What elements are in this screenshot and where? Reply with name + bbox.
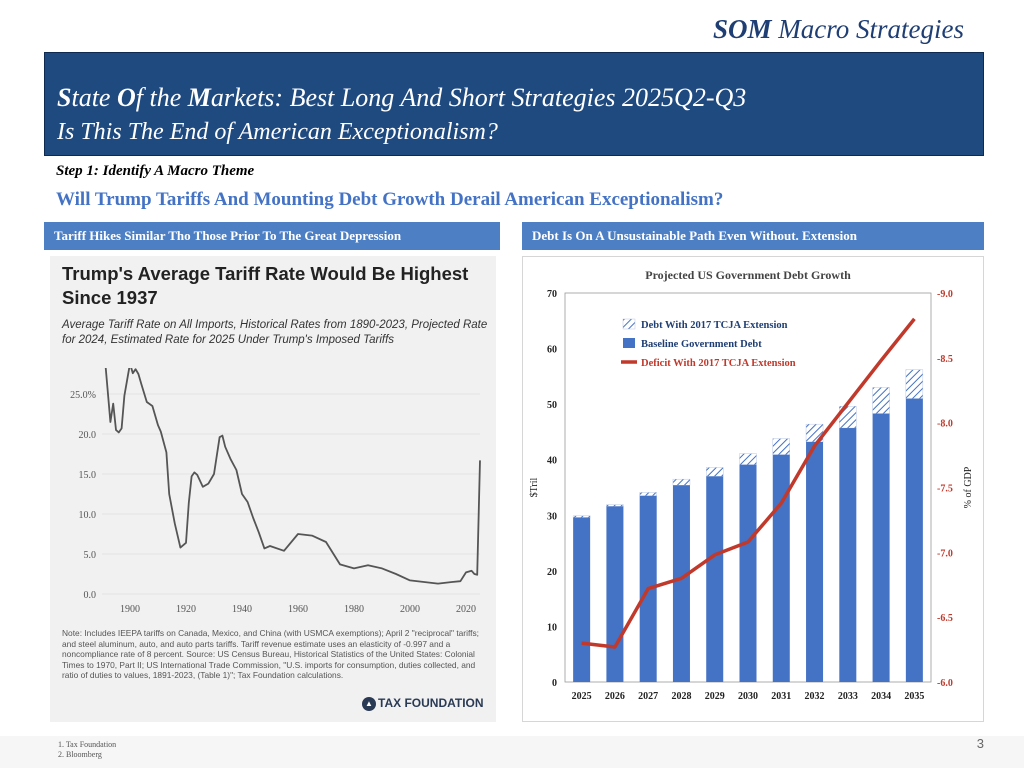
tax-foundation-logo: ▲ TAX FOUNDATION [362, 696, 484, 711]
legend-baseline-swatch [623, 338, 635, 348]
right-caption: Debt Is On A Unsustainable Path Even Wit… [522, 222, 984, 250]
tariff-y-tick: 15.0 [79, 470, 97, 481]
footnotes: 1. Tax Foundation 2. Bloomberg [58, 740, 116, 760]
tariff-x-tick: 1940 [232, 604, 252, 615]
debt-x-tick: 2028 [671, 691, 691, 702]
tariff-chart-note: Note: Includes IEEPA tariffs on Canada, … [62, 628, 479, 680]
debt-tcja-bar [672, 478, 691, 486]
debt-y-tick: 10 [547, 622, 557, 633]
tax-foundation-icon: ▲ [362, 696, 376, 711]
tariff-rate-line [104, 368, 481, 585]
debt-chart-title: Projected US Government Debt Growth [645, 268, 851, 282]
debt-x-tick: 2029 [705, 691, 725, 702]
footnote-2: 2. Bloomberg [58, 750, 102, 759]
theme-question: Will Trump Tariffs And Mounting Debt Gro… [56, 189, 724, 210]
tariff-x-tick: 1900 [120, 604, 140, 615]
debt-y-tick: 30 [547, 511, 557, 522]
debt-x-tick: 2035 [904, 691, 924, 702]
tariff-chart: 0.0 5.0 10.0 15.0 20.0 25.0% 1900 1920 1940 1960 1… [70, 368, 481, 615]
debt-y-tick: 50 [547, 400, 557, 411]
debt-x-tick: 2026 [605, 691, 625, 702]
tariff-panel: Trump's Average Tariff Rate Would Be Hig… [50, 256, 496, 722]
tariff-y-tick: 10.0 [79, 510, 97, 521]
brand-title: SOM Macro Strategies [713, 14, 964, 44]
tariff-x-tick: 1960 [288, 604, 308, 615]
tariff-chart-subtitle: Average Tariff Rate on All Imports, Hist… [62, 319, 488, 346]
debt-y2-tick: -8.5 [937, 354, 953, 365]
footnote-1: 1. Tax Foundation [58, 740, 117, 749]
legend-deficit-label: Deficit With 2017 TCJA Extension [641, 358, 796, 369]
debt-x-tick: 2033 [838, 691, 858, 702]
debt-tcja-bar [639, 492, 657, 497]
debt-tcja-bar [706, 467, 724, 477]
debt-x-tick: 2030 [738, 691, 758, 702]
debt-y-tick: 60 [547, 345, 557, 356]
debt-y2-tick: -8.0 [937, 419, 953, 430]
banner-title: State Of the Markets: Best Long And Shor… [57, 83, 747, 112]
debt-y-tick: 20 [547, 567, 557, 578]
tariff-chart-title: Trump's Average Tariff Rate Would Be Hig… [62, 263, 469, 308]
debt-y-tick: 70 [547, 289, 557, 300]
debt-chart: Projected US Government Debt Growth 0 10 20… [529, 268, 974, 702]
title-banner: State Of the Markets: Best Long And Shor… [44, 52, 984, 156]
debt-y2-tick: -7.5 [937, 484, 953, 495]
page-number: 3 [976, 736, 984, 751]
left-caption: Tariff Hikes Similar Tho Those Prior To … [44, 222, 500, 250]
debt-y2-tick: -7.0 [937, 548, 953, 559]
tariff-x-tick: 2000 [400, 604, 420, 615]
debt-x-tick: 2027 [638, 691, 658, 702]
debt-x-tick: 2032 [805, 691, 825, 702]
debt-y-tick: 40 [547, 456, 557, 467]
debt-tcja-bar [905, 369, 924, 399]
debt-x-tick: 2025 [572, 691, 592, 702]
debt-tcja-bar [606, 504, 624, 507]
debt-tcja-bar [739, 453, 757, 465]
tariff-x-tick: 2020 [456, 604, 476, 615]
debt-y-axis-label: $Tril [529, 477, 540, 497]
debt-baseline-bar [739, 464, 757, 682]
debt-baseline-bar [606, 506, 624, 682]
debt-y2-tick: -6.0 [937, 678, 953, 689]
debt-panel: Projected US Government Debt Growth 0 10 20… [522, 256, 984, 722]
debt-tcja-bar [872, 387, 890, 414]
debt-tcja-bar [772, 438, 790, 455]
debt-baseline-bar [806, 441, 824, 682]
debt-y2-tick: -9.0 [937, 289, 953, 300]
legend-tcja-swatch [622, 318, 636, 330]
tariff-y-tick: 25.0% [70, 390, 96, 401]
debt-y2-tick: -6.5 [937, 613, 953, 624]
debt-baseline-bar [905, 398, 923, 682]
tariff-x-tick: 1920 [176, 604, 196, 615]
banner-subtitle: Is This The End of American Exceptionali… [57, 119, 498, 145]
debt-y-tick: 0 [552, 678, 557, 689]
deficit-line [581, 317, 916, 649]
step-label: Step 1: Identify A Macro Theme [56, 163, 255, 179]
legend-tcja-label: Debt With 2017 TCJA Extension [641, 320, 788, 331]
debt-baseline-bar [772, 454, 790, 682]
debt-baseline-bar [839, 428, 857, 682]
debt-baseline-bar [573, 517, 591, 682]
debt-x-tick: 2034 [871, 691, 891, 702]
legend-baseline-label: Baseline Government Debt [641, 339, 762, 350]
debt-y2-axis-label: % of GDP [963, 466, 974, 508]
debt-tcja-bar [839, 406, 857, 429]
debt-baseline-bar [872, 413, 890, 682]
debt-tcja-bar [572, 515, 591, 518]
debt-baseline-bar [672, 485, 690, 682]
debt-baseline-bar [706, 476, 724, 682]
tariff-y-tick: 20.0 [79, 430, 97, 441]
debt-x-tick: 2031 [771, 691, 791, 702]
footer-bar [0, 736, 1024, 768]
tariff-y-tick: 5.0 [84, 550, 97, 561]
tariff-x-tick: 1980 [344, 604, 364, 615]
tariff-y-tick: 0.0 [84, 590, 97, 601]
